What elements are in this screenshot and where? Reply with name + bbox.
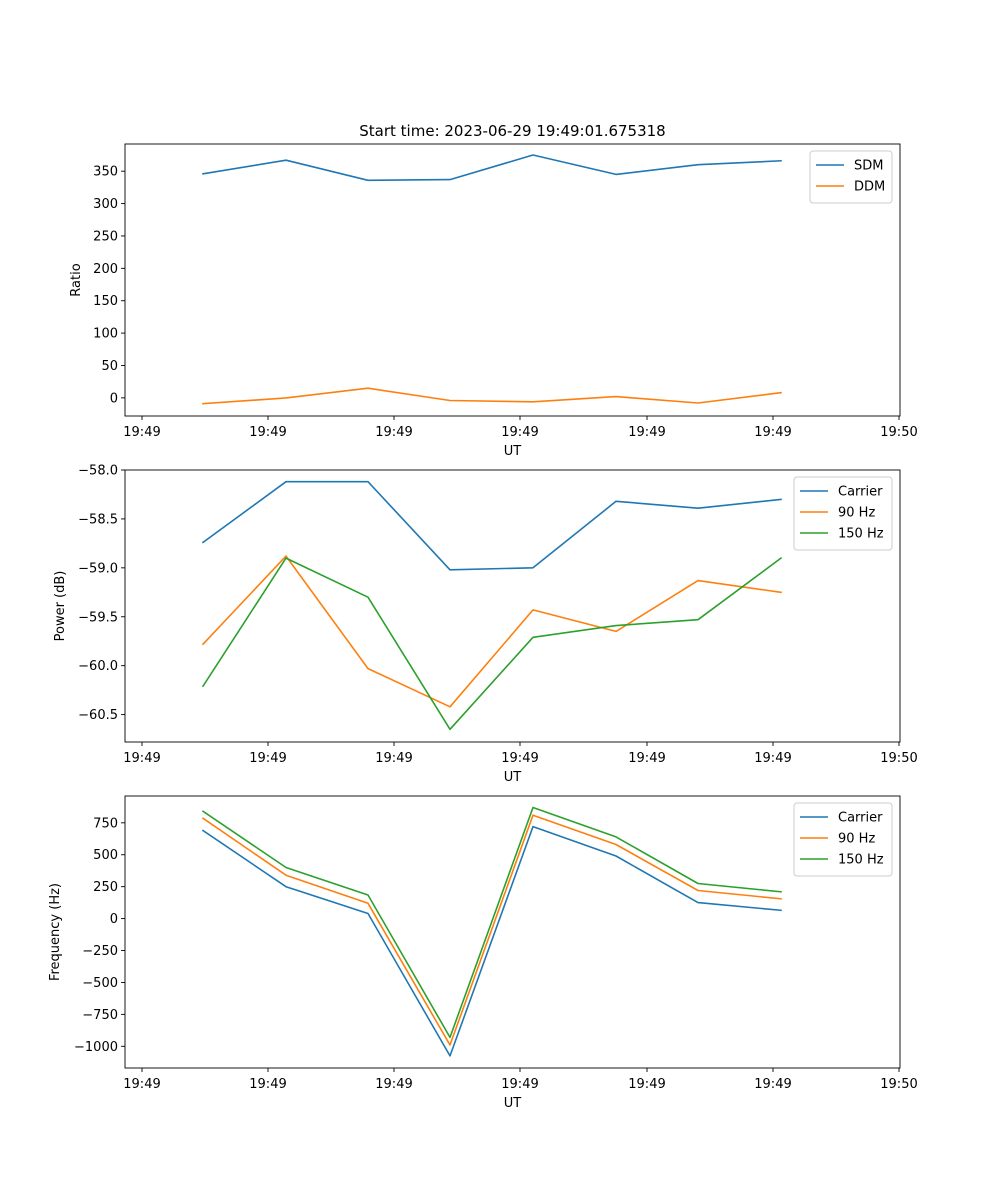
legend: SDM DDM bbox=[809, 150, 893, 204]
chart-panel-3: 19:49 19:49 19:49 19:49 19:49 19:49 19:50 UT 750… bbox=[48, 795, 918, 1111]
y-axis-label: Frequency (Hz) bbox=[48, 883, 63, 981]
series-line-2-2 bbox=[201, 555, 782, 708]
y-tick-label: 0 bbox=[110, 912, 118, 927]
y-tick-label: −58.5 bbox=[78, 512, 118, 527]
y-tick-label: 150 bbox=[93, 294, 118, 309]
y-tick-label: 50 bbox=[101, 359, 118, 374]
y-tick-label: 750 bbox=[93, 816, 118, 831]
y-tick-label: 200 bbox=[93, 262, 118, 277]
x-tick-label: 19:49 bbox=[628, 751, 665, 766]
x-tick-label: 19:49 bbox=[754, 751, 791, 766]
x-tick-label: 19:49 bbox=[249, 751, 286, 766]
x-tick-label: 19:50 bbox=[880, 751, 917, 766]
x-tick-label: 19:49 bbox=[754, 425, 791, 440]
chart-title: Start time: 2023-06-29 19:49:01.675318 bbox=[359, 122, 665, 140]
series-line-2-3 bbox=[201, 556, 783, 731]
chart-panel-2: 19:49 19:49 19:49 19:49 19:49 19:49 19:50 UT −58… bbox=[53, 464, 918, 786]
x-tick-label: 19:49 bbox=[249, 1077, 286, 1092]
plot-frame bbox=[124, 795, 901, 1069]
y-tick-label: −60.5 bbox=[78, 708, 118, 723]
x-axis-label: UT bbox=[504, 770, 522, 785]
y-tick-label: −1000 bbox=[74, 1040, 118, 1055]
x-tick-label: 19:50 bbox=[880, 425, 917, 440]
y-tick-label: 250 bbox=[93, 880, 118, 895]
y-tick-label: −750 bbox=[82, 1008, 118, 1023]
legend-label: 150 Hz bbox=[838, 853, 884, 868]
x-tick-label: 19:49 bbox=[249, 425, 286, 440]
legend-label: 90 Hz bbox=[838, 506, 875, 521]
legend-box bbox=[793, 476, 893, 551]
y-tick-label: 500 bbox=[93, 848, 118, 863]
legend-box bbox=[809, 150, 893, 204]
x-tick-label: 19:49 bbox=[501, 425, 538, 440]
x-tick-label: 19:49 bbox=[628, 1077, 665, 1092]
legend-label: Carrier bbox=[838, 811, 883, 826]
series-line-3-3 bbox=[201, 806, 782, 1039]
x-axis-label: UT bbox=[504, 444, 522, 459]
x-tick-label: 19:49 bbox=[123, 1077, 160, 1092]
y-tick-label: 100 bbox=[93, 327, 118, 342]
y-tick-label: 300 bbox=[93, 197, 118, 212]
x-tick-label: 19:49 bbox=[754, 1077, 791, 1092]
y-tick-label: 250 bbox=[93, 229, 118, 244]
legend: Carrier 90 Hz 150 Hz bbox=[793, 476, 893, 551]
legend-label: 90 Hz bbox=[838, 832, 875, 847]
y-tick-label: −58.0 bbox=[78, 464, 118, 479]
legend-label: SDM bbox=[854, 159, 883, 174]
y-axis-label: Power (dB) bbox=[53, 571, 68, 642]
x-tick-label: 19:49 bbox=[501, 1077, 538, 1092]
series-line-1-2 bbox=[202, 387, 782, 405]
plot-frame bbox=[124, 143, 901, 417]
series-line-3-1 bbox=[201, 825, 782, 1057]
x-tick-label: 19:49 bbox=[375, 425, 412, 440]
legend: Carrier 90 Hz 150 Hz bbox=[793, 802, 893, 877]
legend-label: Carrier bbox=[838, 485, 883, 500]
legend-label: 150 Hz bbox=[838, 527, 884, 542]
y-tick-label: 350 bbox=[93, 165, 118, 180]
chart-panel-1: 19:49 19:49 19:49 19:49 19:49 19:49 19:50 UT 0 50… bbox=[69, 122, 918, 459]
y-tick-label: −500 bbox=[82, 976, 118, 991]
y-tick-label: −250 bbox=[82, 944, 118, 959]
series-line-2-1 bbox=[201, 480, 782, 571]
plot-frame bbox=[124, 469, 901, 743]
x-tick-label: 19:49 bbox=[123, 751, 160, 766]
x-tick-label: 19:49 bbox=[501, 751, 538, 766]
x-tick-label: 19:49 bbox=[375, 751, 412, 766]
y-tick-label: 0 bbox=[110, 391, 118, 406]
y-tick-label: −59.5 bbox=[78, 610, 118, 625]
x-tick-label: 19:49 bbox=[628, 425, 665, 440]
series-line-1-1 bbox=[202, 154, 782, 182]
legend-label: DDM bbox=[854, 180, 885, 195]
legend-box bbox=[793, 802, 893, 877]
y-axis-label: Ratio bbox=[69, 263, 84, 296]
x-tick-label: 19:49 bbox=[375, 1077, 412, 1092]
x-axis-label: UT bbox=[504, 1096, 522, 1111]
series-line-3-2 bbox=[201, 814, 782, 1046]
x-tick-label: 19:50 bbox=[880, 1077, 917, 1092]
y-tick-label: −60.0 bbox=[78, 659, 118, 674]
x-tick-label: 19:49 bbox=[123, 425, 160, 440]
y-tick-label: −59.0 bbox=[78, 561, 118, 576]
